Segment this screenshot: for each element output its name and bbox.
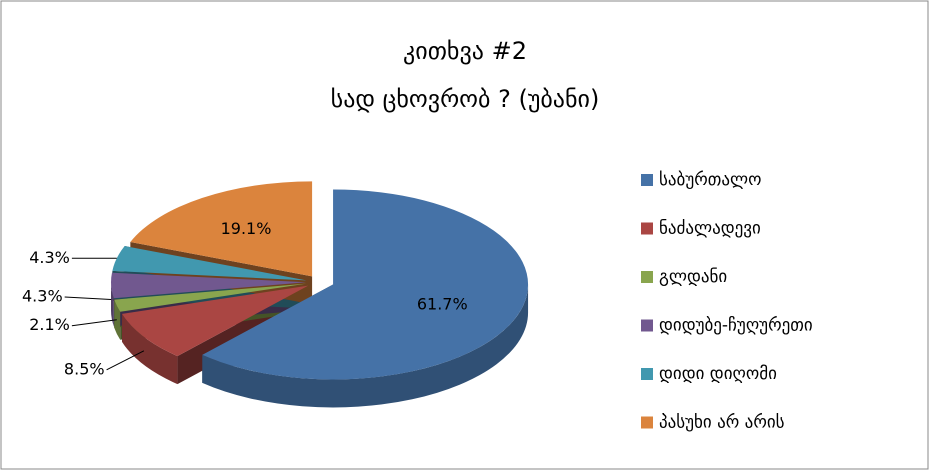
legend-swatch — [641, 416, 653, 429]
legend-label: ნაძალადევი — [659, 219, 761, 239]
slice — [202, 189, 529, 380]
data-label: 8.5% — [64, 359, 105, 378]
slice — [114, 283, 307, 312]
legend-label: პასუხი არ არის — [659, 413, 785, 433]
slice — [122, 285, 309, 357]
leader-line — [106, 350, 145, 371]
legend-swatch — [641, 271, 653, 283]
legend-swatch — [641, 222, 653, 235]
legend-label: გლდანი — [659, 267, 727, 287]
slice-side — [111, 282, 114, 327]
legend-label: საბურთალო — [659, 170, 761, 190]
slice — [111, 272, 307, 299]
data-label: 4.3% — [29, 248, 70, 267]
data-label: 2.1% — [29, 315, 70, 334]
chart-subtitle: სად ცხოვრობ ? (უბანი) — [331, 85, 600, 113]
legend-swatch — [641, 368, 653, 380]
slice — [112, 245, 307, 281]
slice-side — [202, 284, 529, 408]
legend-label: დიდუბე-ჩუღურეთი — [659, 316, 813, 336]
slice — [130, 181, 313, 277]
data-label: 19.1% — [221, 219, 272, 238]
slice-side — [114, 299, 121, 340]
slice-side — [122, 313, 178, 385]
data-label: 61.7% — [417, 294, 468, 313]
leader-line — [71, 319, 117, 327]
leader-line — [64, 296, 112, 301]
chart-title: კითხვა #2 — [403, 37, 527, 65]
data-label: 4.3% — [22, 286, 63, 305]
legend-swatch — [641, 319, 653, 332]
legend-swatch — [641, 174, 653, 186]
legend-label: დიდი დიღომი — [659, 364, 777, 384]
